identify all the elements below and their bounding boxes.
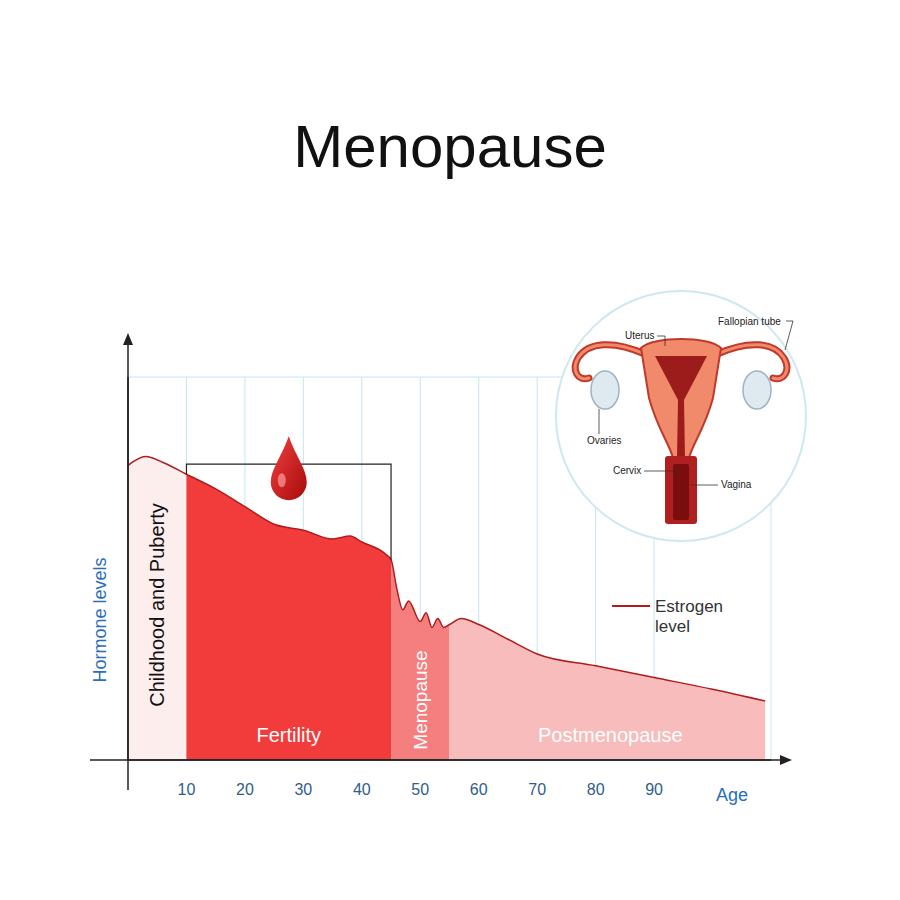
svg-text:50: 50	[411, 781, 429, 798]
svg-text:Ovaries: Ovaries	[587, 435, 621, 446]
svg-text:Postmenopause: Postmenopause	[538, 724, 683, 746]
html-text:Menopause: Menopause	[293, 113, 607, 180]
svg-text:20: 20	[236, 781, 254, 798]
svg-text:Age: Age	[716, 785, 748, 805]
svg-text:30: 30	[294, 781, 312, 798]
svg-text:level: level	[655, 617, 690, 636]
svg-text:60: 60	[470, 781, 488, 798]
svg-text:Vagina: Vagina	[721, 479, 752, 490]
svg-text:Fallopian tube: Fallopian tube	[718, 316, 781, 327]
svg-text:Cervix: Cervix	[613, 465, 641, 476]
svg-text:Childhood and Puberty: Childhood and Puberty	[146, 503, 168, 706]
svg-text:Menopause: Menopause	[410, 650, 431, 749]
svg-text:90: 90	[645, 781, 663, 798]
svg-text:70: 70	[528, 781, 546, 798]
svg-text:Estrogen: Estrogen	[655, 597, 723, 616]
svg-text:Uterus: Uterus	[625, 330, 654, 341]
svg-text:10: 10	[178, 781, 196, 798]
svg-text:Hormone levels: Hormone levels	[90, 557, 110, 682]
svg-text:Fertility: Fertility	[257, 724, 321, 746]
svg-text:40: 40	[353, 781, 371, 798]
svg-text:80: 80	[587, 781, 605, 798]
